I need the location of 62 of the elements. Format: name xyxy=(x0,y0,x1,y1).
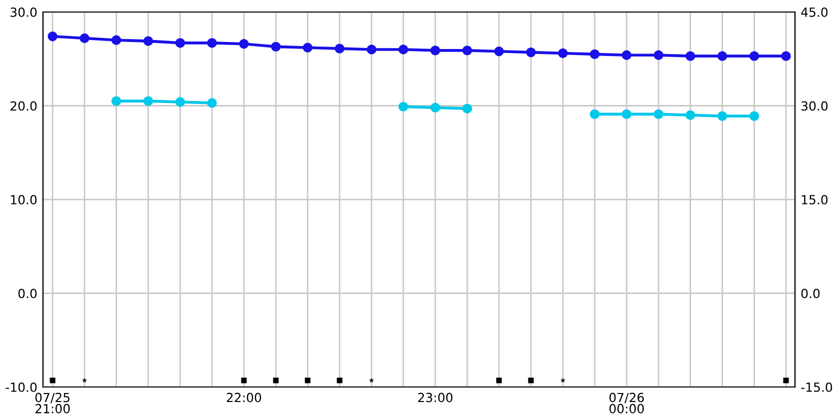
point xyxy=(622,109,632,120)
point xyxy=(271,42,281,52)
point xyxy=(462,104,472,114)
point xyxy=(654,109,664,120)
x-tick-label: 22:00 xyxy=(226,392,262,402)
point xyxy=(334,44,344,54)
point xyxy=(336,378,342,384)
point xyxy=(398,102,408,112)
y2-tick-label: -15.0 xyxy=(801,382,832,392)
point xyxy=(273,378,279,384)
point xyxy=(560,378,566,383)
point xyxy=(82,378,88,383)
point xyxy=(430,46,440,56)
point xyxy=(783,378,789,384)
y2-tick-label: 0.0 xyxy=(801,288,820,298)
point xyxy=(111,96,122,106)
point xyxy=(304,378,310,384)
x-tick-label: 07/25 21:00 xyxy=(35,392,70,414)
point xyxy=(717,51,728,61)
point xyxy=(241,378,247,384)
point xyxy=(48,32,58,42)
point xyxy=(496,378,502,384)
point xyxy=(717,111,728,121)
x-tick-label: 07/26 00:00 xyxy=(609,392,644,414)
point xyxy=(207,38,217,48)
y2-tick-label: 30.0 xyxy=(802,101,828,111)
point xyxy=(749,51,760,61)
point xyxy=(590,49,600,60)
point xyxy=(781,51,791,61)
point xyxy=(685,51,696,61)
point xyxy=(366,44,376,54)
point xyxy=(80,33,90,44)
y-tick-label: 30.0 xyxy=(10,7,37,17)
point xyxy=(622,50,632,60)
point xyxy=(175,97,186,107)
point xyxy=(302,42,312,52)
y2-tick-label: 45.0 xyxy=(801,7,828,17)
point xyxy=(685,110,696,120)
point xyxy=(430,102,440,112)
y-tick-label: 10.0 xyxy=(10,194,37,204)
point xyxy=(462,46,472,56)
y-tick-label: 20.0 xyxy=(10,101,37,111)
point xyxy=(368,378,374,383)
point xyxy=(111,35,122,45)
point xyxy=(526,47,536,58)
point xyxy=(175,38,186,48)
y-tick-label: 0.0 xyxy=(18,288,37,298)
point xyxy=(749,111,760,121)
point xyxy=(398,44,408,54)
point xyxy=(143,36,154,46)
y2-tick-label: 15.0 xyxy=(802,194,828,204)
point xyxy=(528,378,534,384)
point xyxy=(590,109,600,120)
point xyxy=(494,46,504,56)
y-tick-label: -10.0 xyxy=(6,382,37,392)
point xyxy=(558,48,568,58)
point xyxy=(143,96,154,106)
point xyxy=(207,98,217,108)
point xyxy=(50,378,56,384)
x-tick-label: 23:00 xyxy=(418,392,452,402)
point xyxy=(239,39,249,49)
point xyxy=(654,50,664,60)
